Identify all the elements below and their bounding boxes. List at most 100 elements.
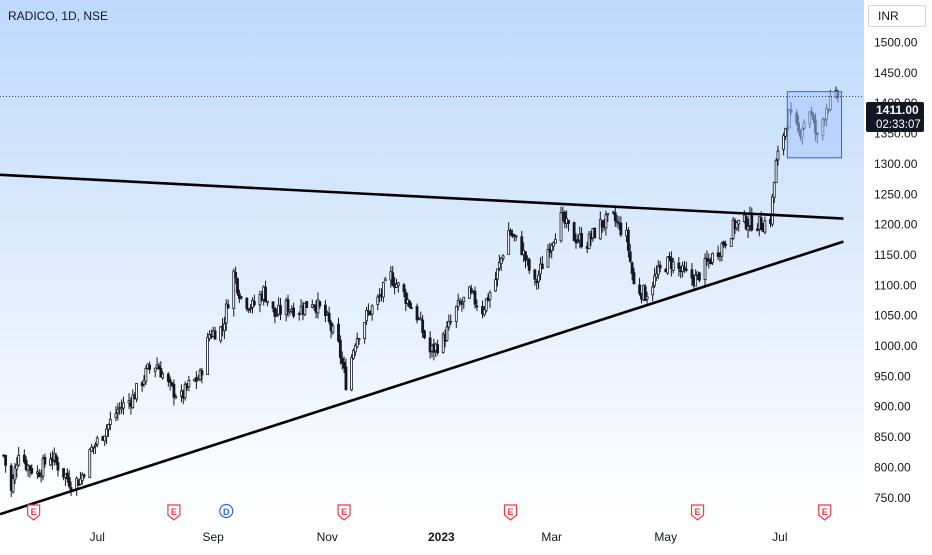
- price-tick-label: 1300.00: [874, 157, 918, 171]
- candle-body: [236, 278, 239, 294]
- candle-body: [224, 303, 228, 324]
- candle-body: [550, 244, 554, 252]
- candle-body: [666, 256, 670, 274]
- candle-body: [357, 338, 361, 341]
- candle-body: [303, 302, 307, 315]
- price-axis-background: [864, 0, 932, 550]
- candle-body: [327, 312, 331, 322]
- candle-body: [540, 263, 544, 270]
- support-line[interactable]: [0, 240, 844, 516]
- dividend-marker[interactable]: D: [219, 503, 234, 519]
- candle-body: [159, 367, 163, 378]
- candle-body: [275, 314, 279, 317]
- candle-body: [507, 230, 511, 255]
- earnings-marker[interactable]: E: [167, 504, 181, 521]
- candle-body: [651, 286, 655, 296]
- earnings-marker[interactable]: E: [690, 504, 705, 521]
- candle-body: [67, 477, 71, 487]
- earnings-marker[interactable]: E: [503, 504, 518, 521]
- candle-body: [533, 269, 537, 280]
- symbol-title[interactable]: RADICO, 1D, NSE: [8, 9, 109, 23]
- candle-body: [56, 462, 60, 471]
- candle-body: [245, 297, 249, 310]
- candle-body: [499, 257, 503, 264]
- event-marker-letter: D: [223, 507, 230, 517]
- candle-body: [776, 150, 780, 161]
- candle-body: [694, 274, 698, 287]
- candle-body: [731, 219, 735, 239]
- candle-body: [9, 465, 13, 491]
- candle-body: [763, 220, 767, 233]
- candle-body: [737, 219, 741, 225]
- earnings-marker[interactable]: E: [818, 504, 832, 521]
- event-marker-letter: E: [31, 507, 37, 517]
- candle-body: [108, 418, 112, 425]
- candle-body: [645, 295, 649, 300]
- candle-body: [324, 304, 327, 316]
- price-tick-label: 950.00: [874, 369, 911, 383]
- candle-body: [266, 300, 269, 303]
- candles-layer: [2, 86, 840, 497]
- currency-selector[interactable]: INR: [868, 5, 926, 27]
- price-tick-label: 800.00: [874, 460, 911, 474]
- candle-body: [653, 275, 656, 287]
- candle-body: [252, 300, 256, 305]
- price-axis[interactable]: 750.00 800.00 850.00 900.00 950.00 1000.00 105…: [874, 35, 918, 504]
- time-tick-label: Nov: [317, 530, 338, 544]
- candle-body: [703, 258, 707, 280]
- candle-body: [318, 301, 322, 307]
- range-rectangle[interactable]: [786, 91, 843, 159]
- resistance-line[interactable]: [0, 173, 844, 220]
- candle-body: [720, 243, 724, 257]
- candle-body: [54, 455, 58, 463]
- candle-body: [572, 222, 576, 242]
- candle-body: [312, 304, 316, 307]
- candle-body: [537, 274, 540, 282]
- price-tick-label: 1500.00: [874, 35, 918, 49]
- candle-body: [711, 252, 714, 263]
- last-price-label: 1411.00: [876, 103, 919, 117]
- earnings-marker[interactable]: E: [337, 504, 351, 521]
- time-axis[interactable]: Jul Sep Nov 2023 Mar May Jul: [90, 530, 788, 544]
- time-tick-label: 2023: [428, 530, 455, 544]
- candle-body: [484, 298, 488, 312]
- earnings-marker[interactable]: E: [27, 504, 41, 521]
- candle-body: [370, 305, 374, 315]
- event-marker-letter: E: [822, 507, 828, 517]
- candle-body: [774, 160, 778, 183]
- plot-background: [0, 0, 864, 516]
- candle-body: [107, 424, 110, 430]
- candle-body: [142, 379, 146, 385]
- candle-body: [488, 292, 492, 300]
- candle-body: [4, 455, 8, 466]
- candle-body: [338, 339, 342, 358]
- candle-body: [512, 234, 516, 237]
- candle-body: [49, 458, 52, 466]
- price-badge: 1411.00 02:33:07: [866, 102, 924, 132]
- candle-body: [353, 345, 357, 353]
- candle-body: [756, 228, 759, 231]
- candle-body: [408, 300, 411, 308]
- candle-body: [729, 238, 733, 247]
- candle-body: [428, 337, 432, 353]
- candle-body: [580, 233, 584, 248]
- candle-body: [656, 265, 660, 275]
- candle-body: [206, 337, 209, 375]
- candle-body: [501, 255, 505, 260]
- candle-body: [344, 366, 348, 391]
- bar-countdown-label: 02:33:07: [876, 119, 921, 131]
- candle-body: [337, 323, 340, 342]
- candle-body: [469, 288, 473, 293]
- candle-body: [376, 296, 380, 305]
- candle-body: [79, 478, 82, 485]
- candle-body: [619, 222, 623, 236]
- candle-body: [604, 214, 608, 229]
- candle-body: [593, 227, 597, 239]
- candle-body: [82, 474, 86, 477]
- time-tick-label: Jul: [772, 530, 787, 544]
- price-tick-label: 1050.00: [874, 309, 918, 323]
- candle-body: [41, 458, 45, 477]
- candle-body: [200, 370, 204, 376]
